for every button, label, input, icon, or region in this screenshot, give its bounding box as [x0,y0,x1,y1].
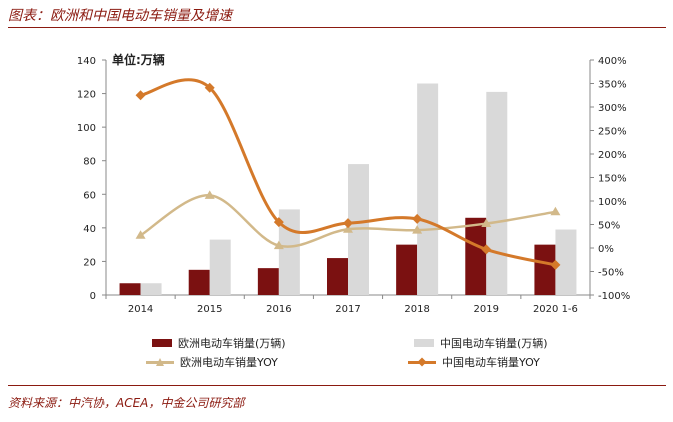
legend-europe-yoy-swatch [146,356,174,368]
y-left-tick-label: 80 [83,157,96,168]
y-right-tick-label: 150% [598,174,627,185]
legend-europe-sales-label: 欧洲电动车销量(万辆) [178,337,286,350]
legend-europe-sales-swatch [152,339,172,347]
point-china-yoy [273,217,284,228]
point-china-yoy [481,244,492,255]
chart-title: 图表：欧洲和中国电动车销量及增速 [8,8,232,24]
bar-china-sales [417,83,439,295]
point-europe-yoy [550,206,561,216]
x-tick-label: 2015 [197,304,222,315]
bar-europe-sales [327,258,348,295]
y-left-tick-label: 100 [77,123,96,134]
unit-label: 单位:万辆 [112,53,165,67]
legend-china-yoy-swatch [408,356,436,368]
y-right-tick-label: 50% [598,221,620,232]
point-china-yoy [135,90,146,101]
y-left-tick-label: 40 [83,224,96,235]
y-left-tick-label: 140 [77,56,96,67]
x-tick-label: 2020 1-6 [533,304,578,315]
point-europe-yoy [412,225,423,234]
bar-china-sales [486,91,508,296]
legend-europe-sales[interactable]: 欧洲电动车销量(万辆) [152,335,286,351]
bar-china-sales [555,229,577,295]
x-tick-label: 2017 [335,304,360,315]
point-europe-yoy [135,230,146,239]
y-right-tick-label: -100% [598,291,630,302]
y-right-tick-label: 100% [598,197,627,208]
y-right-tick-label: 350% [598,80,627,91]
x-tick-label: 2018 [404,304,429,315]
x-tick-label: 2019 [474,304,499,315]
legend-europe-yoy-label: 欧洲电动车销量YOY [180,356,278,369]
point-china-yoy [343,218,353,229]
bar-europe-sales [257,268,279,295]
y-right-tick-label: 250% [598,127,627,138]
bar-europe-sales [119,283,141,295]
y-right-tick-label: 0% [598,244,614,255]
legend-china-sales-swatch [414,339,434,347]
y-right-tick-label: 300% [598,103,627,114]
point-europe-yoy [481,218,492,228]
y-right-tick-label: 400% [598,56,627,67]
legend-china-sales[interactable]: 中国电动车销量(万辆) [414,335,548,351]
y-right-tick-label: 200% [598,150,627,161]
bar-china-sales [140,283,162,295]
y-left-tick-label: 120 [77,90,96,101]
point-china-yoy [550,259,561,270]
point-europe-yoy [343,224,353,233]
bar-europe-sales [534,244,556,295]
y-right-tick-label: -50% [598,268,624,279]
legend-europe-yoy[interactable]: 欧洲电动车销量YOY [146,354,278,370]
point-china-yoy [412,213,423,224]
title-divider [8,27,666,28]
x-tick-label: 2014 [128,304,153,315]
source-divider [8,385,666,386]
legend-china-yoy[interactable]: 中国电动车销量YOY [408,354,540,370]
point-europe-yoy [204,190,215,199]
y-left-tick-label: 0 [90,291,96,302]
point-china-yoy [204,82,215,93]
legend-china-sales-label: 中国电动车销量(万辆) [440,337,548,350]
bar-europe-sales [396,244,418,295]
bar-europe-sales [465,217,487,295]
y-left-tick-label: 60 [83,190,96,201]
y-left-tick-label: 20 [83,257,96,268]
source-note: 资料来源：中汽协，ACEA，中金公司研究部 [8,396,245,410]
point-europe-yoy [273,240,284,250]
legend-china-yoy-label: 中国电动车销量YOY [442,356,540,369]
x-tick-label: 2016 [266,304,291,315]
bar-china-sales [209,239,231,295]
bar-europe-sales [188,269,210,295]
